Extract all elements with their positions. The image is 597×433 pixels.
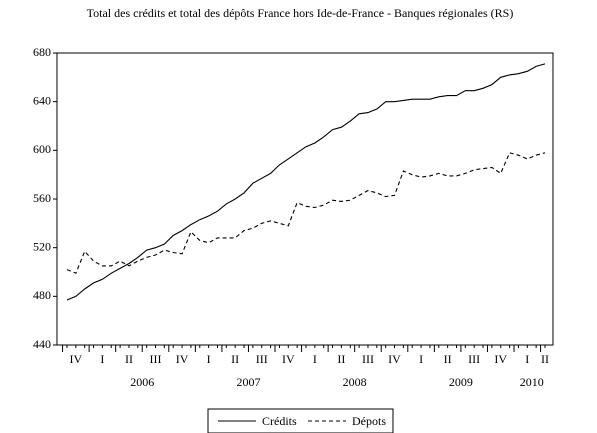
x-tick-label: I	[313, 352, 317, 366]
plot-frame	[56, 52, 554, 346]
x-tick-label: II	[231, 352, 239, 366]
x-tick-label: IV	[494, 352, 507, 366]
x-tick-label: IV	[176, 352, 189, 366]
y-tick-label: 680	[33, 45, 51, 59]
x-tick-label: III	[256, 352, 268, 366]
x-tick-label: II	[337, 352, 345, 366]
x-tick-label: II	[125, 352, 133, 366]
y-tick-label: 560	[33, 191, 51, 205]
x-year-label: 2009	[449, 375, 473, 389]
x-tick-label: I	[419, 352, 423, 366]
x-year-label: 2008	[343, 375, 367, 389]
chart-title: Total des crédits et total des dépôts Fr…	[87, 6, 514, 20]
x-tick-label: II	[444, 352, 452, 366]
x-tick-label: III	[362, 352, 374, 366]
legend-box	[207, 408, 394, 433]
y-tick-label: 440	[33, 337, 51, 351]
x-tick-label: II	[541, 352, 549, 366]
x-tick-label: I	[100, 352, 104, 366]
series-line	[66, 63, 546, 301]
y-tick-label: 520	[33, 239, 51, 253]
x-tick-label: III	[150, 352, 162, 366]
x-year-label: 2006	[130, 375, 154, 389]
x-year-label: 2007	[236, 375, 260, 389]
x-tick-label: IV	[70, 352, 83, 366]
x-tick-label: I	[525, 352, 529, 366]
y-tick-label: 640	[33, 93, 51, 107]
legend-label: Crédits	[262, 414, 297, 428]
series-line	[66, 152, 546, 274]
x-year-label: 2010	[520, 375, 544, 389]
y-tick-label: 600	[33, 142, 51, 156]
x-tick-label: IV	[388, 352, 401, 366]
x-tick-label: III	[468, 352, 480, 366]
y-tick-label: 480	[33, 288, 51, 302]
legend-label: Dépots	[352, 414, 386, 428]
x-tick-label: IV	[282, 352, 295, 366]
x-tick-label: I	[207, 352, 211, 366]
